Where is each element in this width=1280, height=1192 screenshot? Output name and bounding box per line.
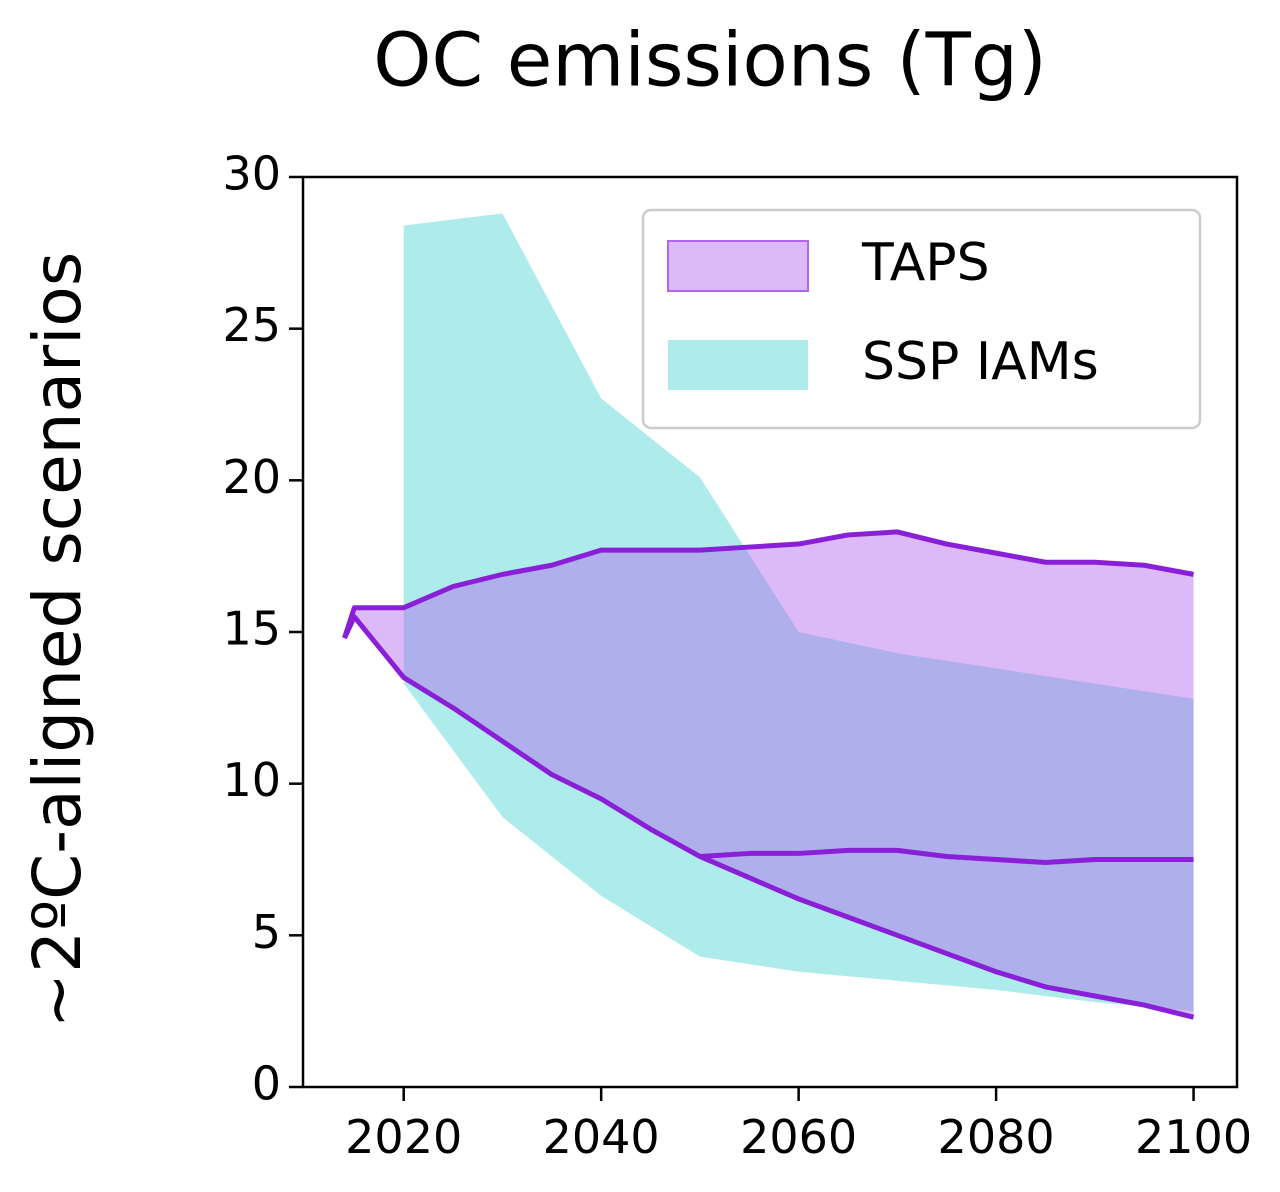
x-tick-label: 2040 (543, 1110, 660, 1164)
legend-swatch (668, 340, 808, 390)
area-band (344, 531, 1194, 1018)
band-line (342, 614, 1195, 1020)
x-tick-label: 2060 (740, 1110, 857, 1164)
y-tick-label: 10 (222, 753, 281, 807)
y-tick-label: 5 (252, 905, 281, 959)
band-line (342, 529, 1195, 639)
y-tick-label: 30 (222, 147, 281, 201)
band-line (699, 847, 1194, 866)
x-tick-label: 2100 (1135, 1110, 1252, 1164)
chart-title: OC emissions (Tg) (373, 18, 1046, 104)
legend-swatch (667, 240, 809, 292)
y-tick-label: 25 (222, 298, 281, 352)
x-tick-label: 2020 (345, 1110, 462, 1164)
y-axis-label: ~2ºC-aligned scenarios (19, 252, 96, 1028)
area-band (403, 213, 1194, 1012)
y-tick-label: 15 (222, 602, 281, 656)
legend-label: SSP IAMs (862, 332, 1099, 392)
legend-label: TAPS (861, 233, 990, 293)
y-tick-label: 20 (222, 450, 281, 504)
x-tick-label: 2080 (938, 1110, 1055, 1164)
y-tick-label: 0 (252, 1057, 281, 1111)
